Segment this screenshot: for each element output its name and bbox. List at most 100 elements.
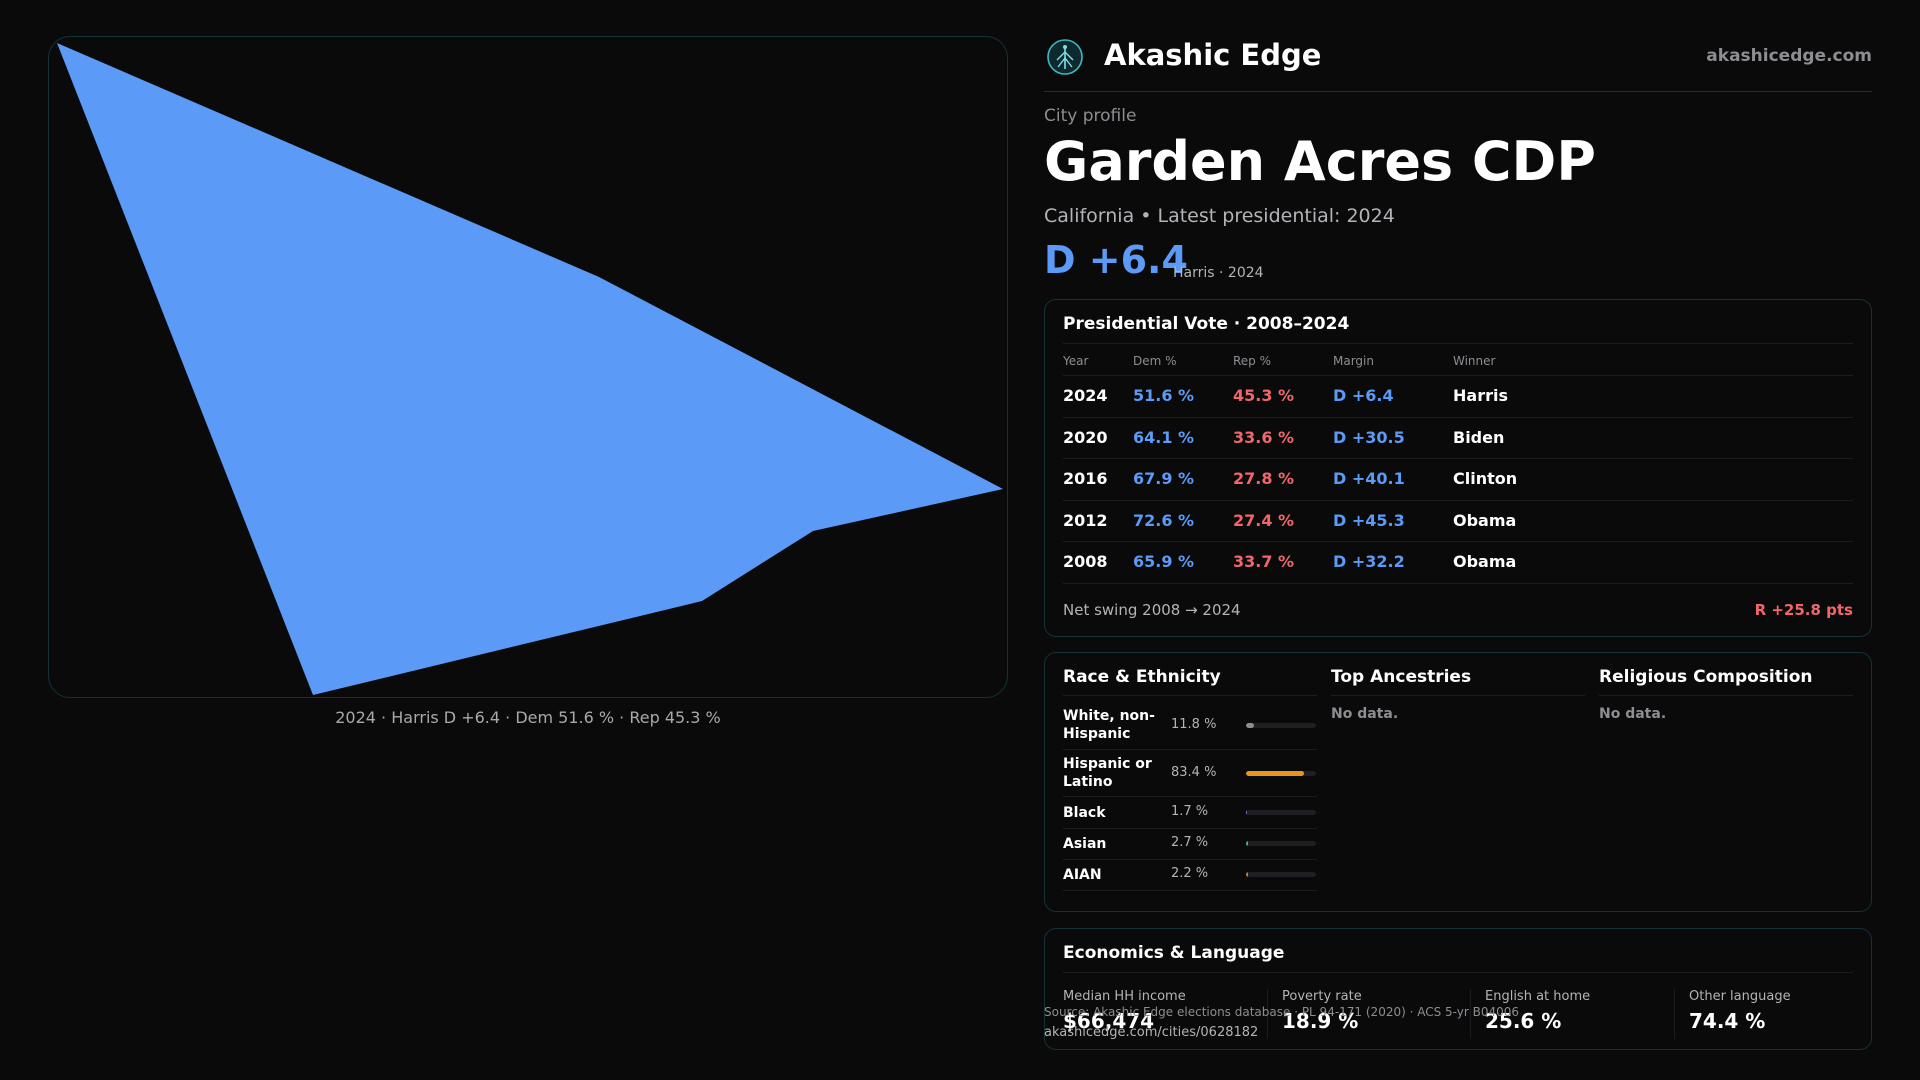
stat-median-income: Median HH income $66,474	[1049, 989, 1249, 1039]
race-percent: 2.7 %	[1171, 835, 1209, 850]
race-bar-fill	[1246, 810, 1248, 815]
table-row: 2012 72.6 % 27.4 % D +45.3 Obama	[1063, 501, 1853, 542]
religion-section: Religious Composition No data.	[1599, 667, 1853, 722]
race-label: White, non-Hispanic	[1063, 708, 1155, 742]
empty-state: No data.	[1599, 706, 1667, 722]
table-header: Year Dem % Rep % Margin Winner	[1063, 350, 1853, 376]
stat-label: Poverty rate	[1282, 989, 1362, 1004]
section-title: Race & Ethnicity	[1063, 667, 1317, 696]
race-percent: 83.4 %	[1171, 765, 1217, 780]
race-percent: 11.8 %	[1171, 717, 1217, 732]
headline-note: Harris · 2024	[1173, 265, 1264, 281]
stat-label: Other language	[1689, 989, 1791, 1004]
permalink[interactable]: akashicedge.com/cities/0628182	[1044, 1025, 1259, 1040]
race-bar	[1246, 723, 1316, 728]
cell-winner: Clinton	[1453, 469, 1518, 488]
profile-eyebrow: City profile	[1044, 106, 1137, 126]
table-row: 2008 65.9 % 33.7 % D +32.2 Obama	[1063, 542, 1853, 584]
cell-year: 2020	[1063, 427, 1108, 447]
cell-dem: 64.1 %	[1133, 427, 1195, 447]
cell-margin: D +30.5	[1333, 427, 1405, 447]
table-row: 2024 51.6 % 45.3 % D +6.4 Harris	[1063, 376, 1853, 418]
race-bar	[1246, 771, 1316, 776]
stat-label: Median HH income	[1063, 989, 1186, 1004]
column-header-dem: Dem %	[1133, 354, 1177, 368]
headline-margin: D +6.4	[1044, 238, 1188, 282]
page-subtitle: California • Latest presidential: 2024	[1044, 205, 1395, 227]
race-bar-fill	[1246, 872, 1248, 877]
stat-label: English at home	[1485, 989, 1591, 1004]
cell-dem: 72.6 %	[1133, 510, 1195, 530]
stat-value: $66,474	[1063, 1009, 1155, 1033]
tree-emblem-icon	[1047, 39, 1083, 75]
source-note: Source: Akashic Edge elections database …	[1044, 1005, 1520, 1019]
column-header-year: Year	[1063, 354, 1089, 368]
cell-rep: 27.8 %	[1233, 469, 1295, 488]
stat-other-language: Other language 74.4 %	[1674, 989, 1874, 1039]
stat-english-at-home: English at home 25.6 %	[1470, 989, 1670, 1039]
stat-value: 18.9 %	[1282, 1009, 1359, 1033]
cell-winner: Harris	[1453, 386, 1508, 405]
cell-margin: D +6.4	[1333, 386, 1394, 405]
list-item: Hispanic or Latino 83.4 %	[1063, 750, 1317, 797]
brand-header: Akashic Edge akashicedge.com	[1044, 36, 1872, 92]
card-title: Economics & Language	[1063, 943, 1285, 963]
list-item: Asian 2.7 %	[1063, 829, 1317, 860]
race-percent: 1.7 %	[1171, 804, 1209, 819]
stat-poverty-rate: Poverty rate 18.9 %	[1267, 989, 1467, 1039]
stat-value: 74.4 %	[1689, 1009, 1766, 1033]
race-label: Hispanic or Latino	[1063, 756, 1152, 790]
presidential-vote-card: Presidential Vote · 2008–2024 Year Dem %…	[1044, 299, 1872, 637]
race-label: Black	[1063, 805, 1106, 821]
cell-margin: D +45.3	[1333, 510, 1405, 530]
race-bar-fill	[1246, 723, 1255, 728]
column-header-rep: Rep %	[1233, 354, 1272, 368]
race-ethnicity-section: Race & Ethnicity White, non-Hispanic 11.…	[1063, 667, 1317, 891]
section-title: Top Ancestries	[1331, 667, 1585, 696]
race-label: AIAN	[1063, 867, 1102, 883]
cell-year: 2008	[1063, 552, 1108, 571]
race-bar-fill	[1246, 841, 1248, 846]
cell-rep: 27.4 %	[1233, 510, 1295, 530]
cell-winner: Biden	[1453, 427, 1505, 447]
empty-state: No data.	[1331, 706, 1399, 722]
section-title: Religious Composition	[1599, 667, 1853, 696]
cell-winner: Obama	[1453, 552, 1517, 571]
map-panel[interactable]	[48, 36, 1008, 698]
column-header-margin: Margin	[1333, 354, 1374, 368]
race-bar	[1246, 810, 1316, 815]
brand-url-link[interactable]: akashicedge.com	[1706, 46, 1872, 66]
vote-table-body: 2024 51.6 % 45.3 % D +6.4 Harris 2020 64…	[1063, 376, 1853, 584]
table-row: 2020 64.1 % 33.6 % D +30.5 Biden	[1063, 418, 1853, 459]
race-percent: 2.2 %	[1171, 866, 1209, 881]
list-item: AIAN 2.2 %	[1063, 860, 1317, 891]
divider	[1063, 343, 1853, 344]
race-bar-fill	[1246, 771, 1305, 776]
city-boundary-shape[interactable]	[57, 43, 1003, 695]
list-item: Black 1.7 %	[1063, 797, 1317, 829]
cell-year: 2012	[1063, 510, 1108, 530]
cell-dem: 67.9 %	[1133, 469, 1195, 488]
map-caption: 2024 · Harris D +6.4 · Dem 51.6 % · Rep …	[335, 708, 721, 727]
race-list: White, non-Hispanic 11.8 % Hispanic or L…	[1063, 704, 1317, 891]
cell-rep: 33.7 %	[1233, 552, 1295, 571]
profile-column: Akashic Edge akashicedge.com City profil…	[1044, 0, 1872, 1080]
economics-card: Economics & Language Median HH income $6…	[1044, 928, 1872, 1050]
map-canvas	[57, 43, 1003, 695]
race-label: Asian	[1063, 836, 1107, 852]
list-item: White, non-Hispanic 11.8 %	[1063, 704, 1317, 750]
cell-margin: D +32.2	[1333, 552, 1405, 571]
demographics-card: Race & Ethnicity White, non-Hispanic 11.…	[1044, 652, 1872, 912]
brand-name[interactable]: Akashic Edge	[1104, 38, 1322, 72]
cell-year: 2024	[1063, 386, 1108, 405]
cell-margin: D +40.1	[1333, 469, 1405, 488]
cell-dem: 65.9 %	[1133, 552, 1195, 571]
stat-value: 25.6 %	[1485, 1009, 1562, 1033]
cell-winner: Obama	[1453, 510, 1517, 530]
cell-year: 2016	[1063, 469, 1108, 488]
net-swing-label: Net swing 2008 → 2024	[1063, 601, 1241, 619]
table-row: 2016 67.9 % 27.8 % D +40.1 Clinton	[1063, 459, 1853, 501]
race-bar	[1246, 872, 1316, 877]
page-title: Garden Acres CDP	[1044, 130, 1596, 193]
net-swing-value: R +25.8 pts	[1754, 601, 1853, 619]
